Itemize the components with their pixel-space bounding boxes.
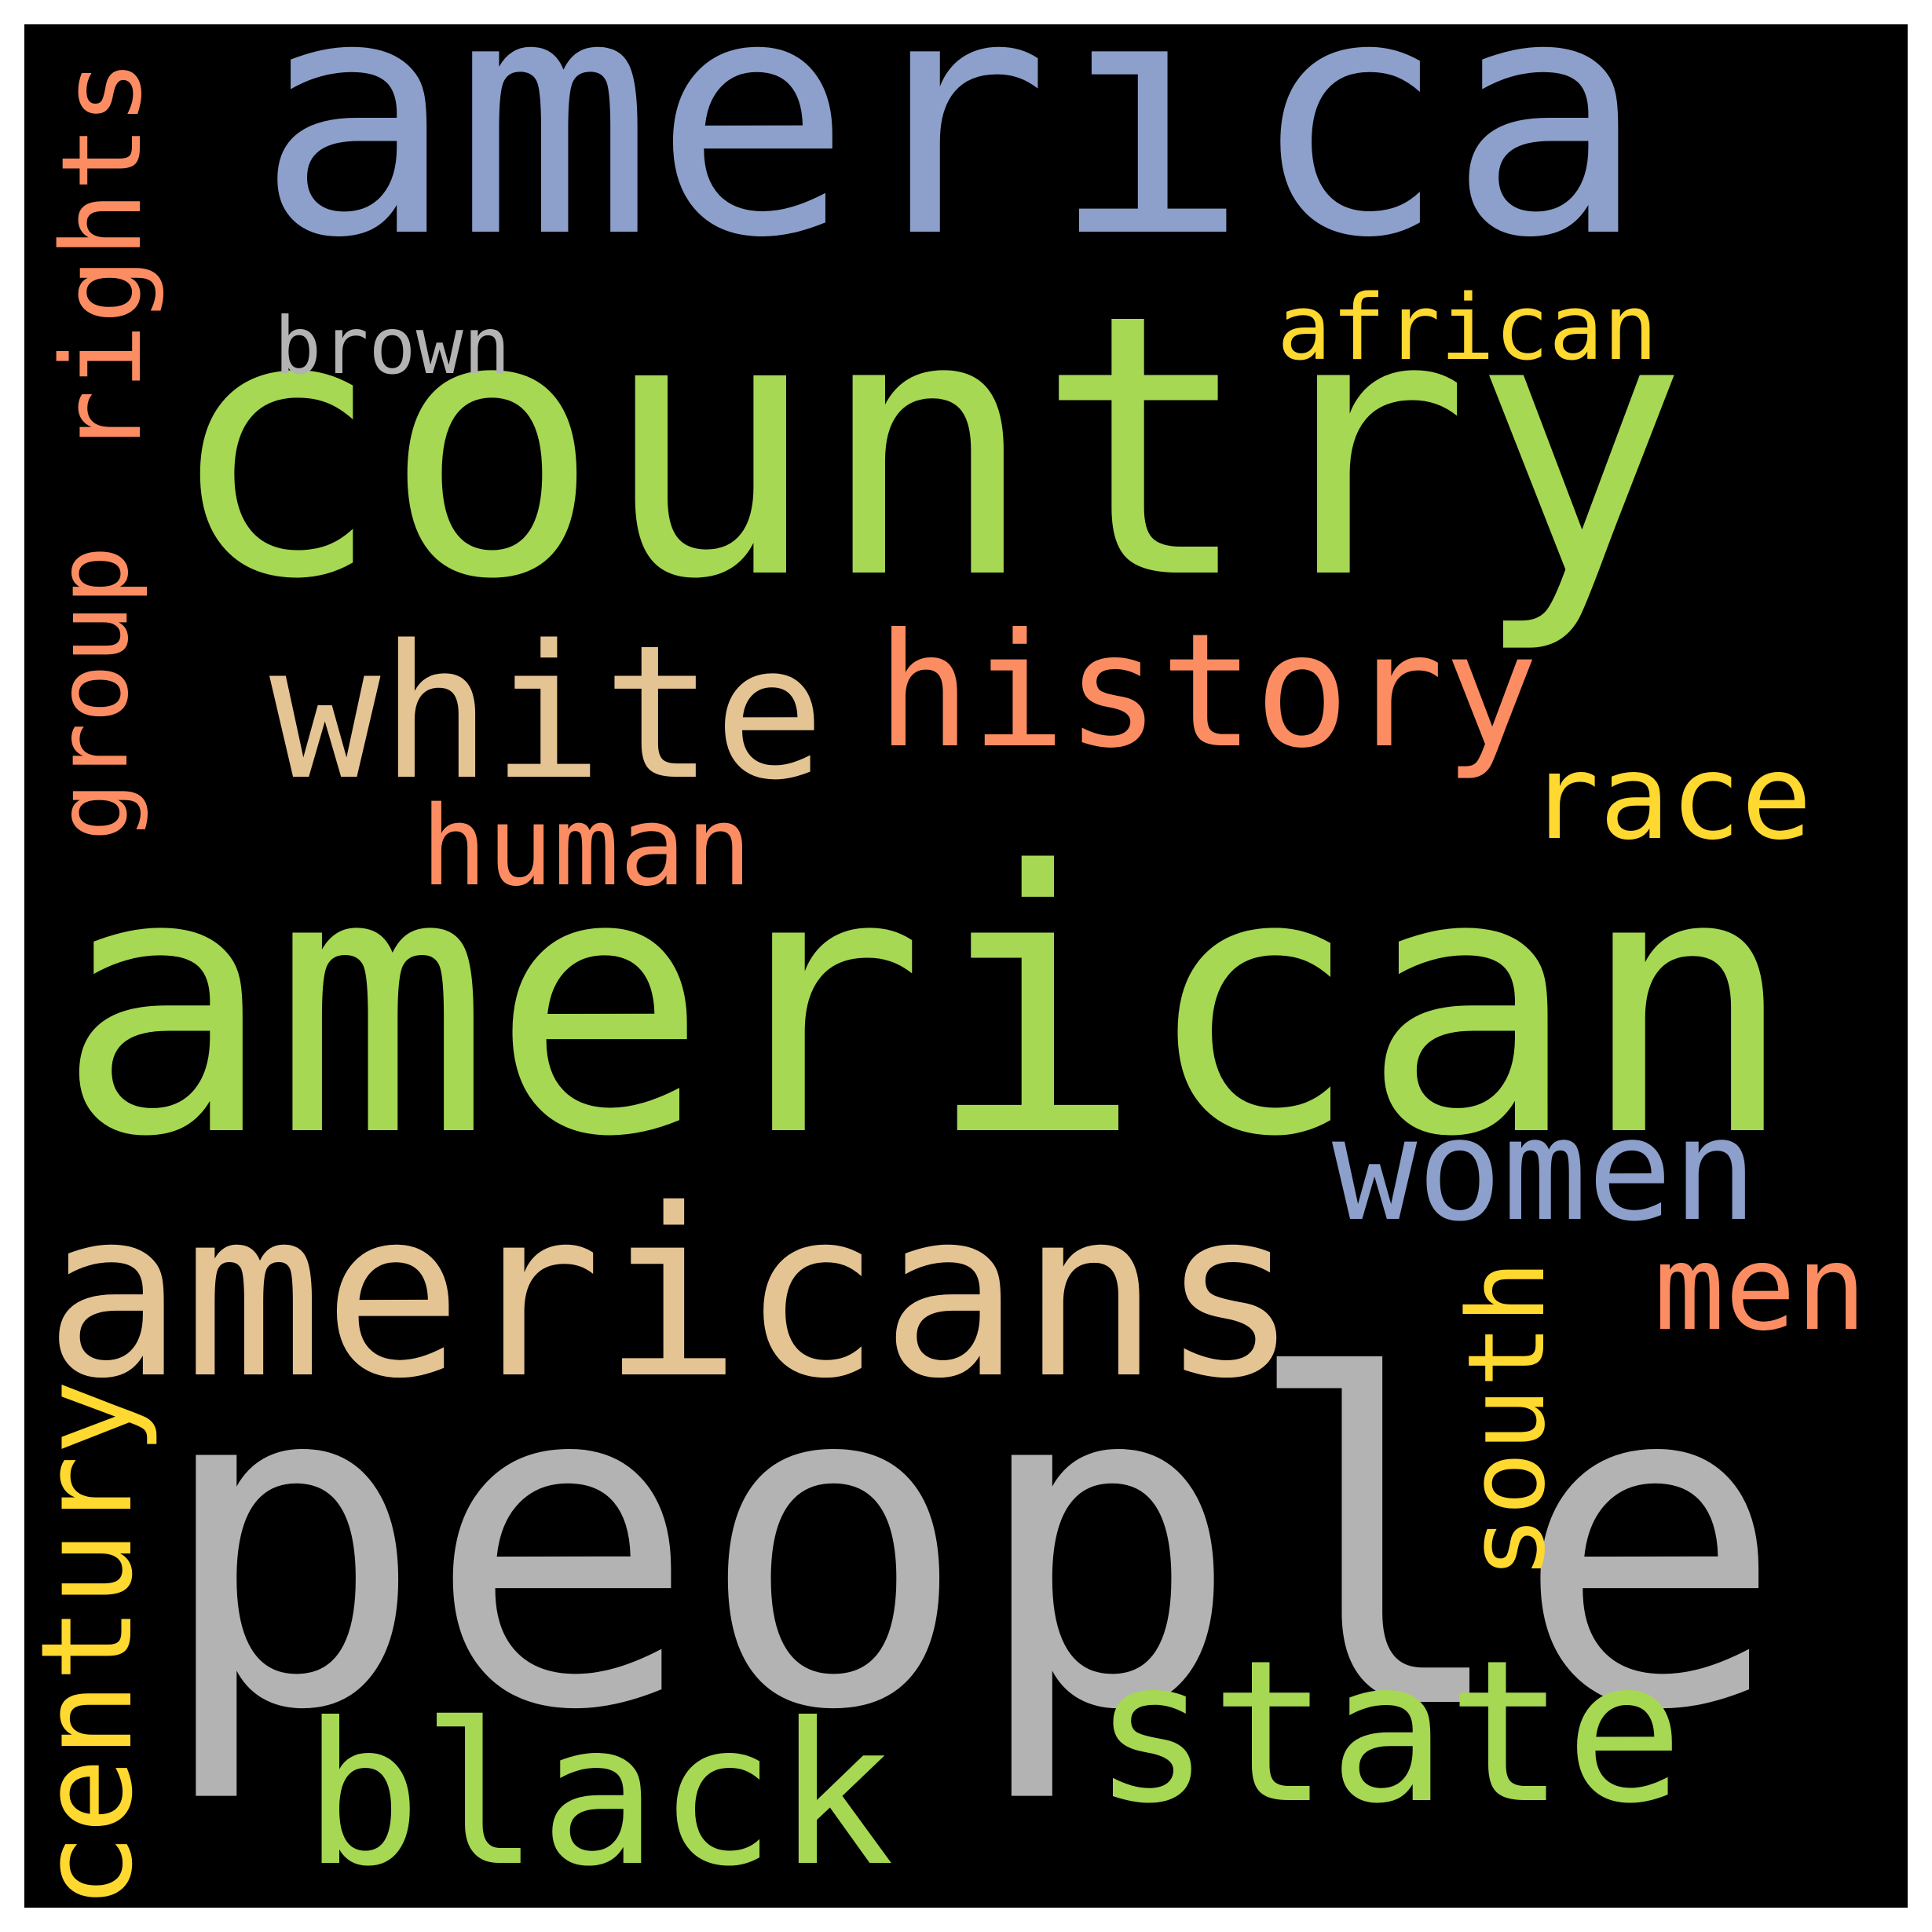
word-brown: brown — [274, 300, 511, 392]
word-country: country — [166, 238, 1689, 658]
word-rights: rights — [38, 59, 166, 456]
word-race: race — [1528, 730, 1813, 866]
word-human: human — [421, 783, 752, 911]
word-women: women — [1332, 1089, 1758, 1253]
word-history: history — [876, 600, 1539, 783]
word-century: century — [24, 1379, 160, 1908]
word-south: south — [1445, 1260, 1568, 1579]
word-state: state — [1092, 1618, 1684, 1846]
word-americans: americans — [44, 1159, 1300, 1429]
word-america: america — [256, 24, 1647, 310]
word-men: men — [1654, 1220, 1867, 1357]
word-people: people — [154, 1283, 1786, 1809]
word-white: white — [269, 606, 825, 821]
word-group: group — [36, 545, 150, 841]
word-cloud-canvas: america country brown african white hist… — [24, 24, 1908, 1908]
word-american: american — [56, 796, 1796, 1216]
word-black: black — [303, 1681, 895, 1908]
word-african: african — [1277, 276, 1658, 381]
